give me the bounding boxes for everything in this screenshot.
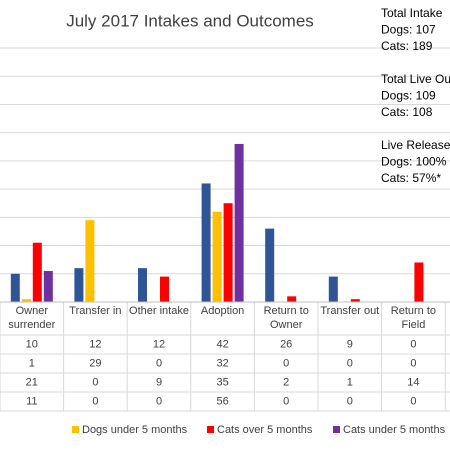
annotation: Cats: 108: [381, 105, 433, 119]
table-value: 56: [216, 395, 228, 407]
table-value: 9: [156, 376, 162, 388]
bar: [350, 299, 360, 302]
table-value: 35: [216, 376, 228, 388]
bar: [21, 299, 31, 302]
table-value: 0: [283, 395, 289, 407]
legend-marker: [207, 426, 214, 433]
table-value: 42: [216, 338, 228, 350]
bar: [138, 268, 147, 302]
table-value: 0: [410, 357, 416, 369]
x-tick-label: Return to Owner: [263, 305, 309, 331]
bar: [234, 143, 244, 302]
x-tick-label: Transfer in: [69, 305, 122, 317]
annotation: Dogs: 109: [381, 89, 436, 103]
table-value: 2: [283, 376, 289, 388]
bar: [32, 242, 42, 302]
table-value: 0: [347, 357, 353, 369]
table-value: 12: [89, 338, 101, 350]
x-tick-label: Owner surrender: [8, 305, 56, 331]
legend-label: Dogs under 5 months: [82, 424, 188, 436]
annotation: Cats: 57%*: [381, 171, 441, 185]
table-value: 29: [89, 357, 101, 369]
bar: [223, 203, 233, 302]
table-value: 26: [280, 338, 292, 350]
table-value: 0: [283, 357, 289, 369]
x-tick-label: Return to Field: [390, 305, 437, 331]
x-tick-label: Other intake: [129, 305, 189, 317]
table-value: 32: [216, 357, 228, 369]
annotation: Cats: 189: [381, 39, 433, 53]
bar: [414, 262, 424, 302]
table-value: 0: [410, 395, 416, 407]
legend-marker: [72, 426, 79, 433]
table-value: 0: [156, 357, 162, 369]
legend-label: Cats under 5 months: [343, 424, 446, 436]
table-value: 1: [347, 376, 353, 388]
table-value: 9: [347, 338, 353, 350]
bar: [85, 220, 95, 302]
table-value: 14: [407, 376, 419, 388]
table-value: 0: [156, 395, 162, 407]
annotation: Dogs: 107: [381, 23, 436, 37]
legend-label: Cats over 5 months: [217, 424, 313, 436]
table-value: 21: [26, 376, 38, 388]
annotation: Total Live Ou: [381, 72, 450, 86]
bar: [212, 211, 222, 302]
table-value: 0: [410, 338, 416, 350]
x-tick-label: Transfer out: [320, 305, 380, 317]
bar: [10, 273, 20, 302]
bar: [74, 268, 84, 302]
table-value: 0: [92, 395, 98, 407]
annotation: Live Release: [381, 138, 450, 152]
table-value: 0: [92, 376, 98, 388]
table-value: 1: [29, 357, 35, 369]
bar: [328, 276, 338, 302]
annotation: Total Intake: [381, 6, 443, 20]
bar: [43, 270, 53, 302]
bar: [265, 228, 275, 302]
legend-marker: [333, 426, 340, 433]
table-value: 0: [347, 395, 353, 407]
x-tick-label: Adoption: [200, 305, 245, 317]
chart-title: July 2017 Intakes and Outcomes: [66, 11, 314, 30]
annotation: Dogs: 100%: [381, 155, 447, 169]
bar: [201, 183, 211, 302]
bar: [160, 276, 169, 302]
table-value: 11: [26, 395, 37, 407]
table-value: 12: [153, 338, 165, 350]
bar: [287, 296, 297, 302]
table-value: 10: [26, 338, 38, 350]
